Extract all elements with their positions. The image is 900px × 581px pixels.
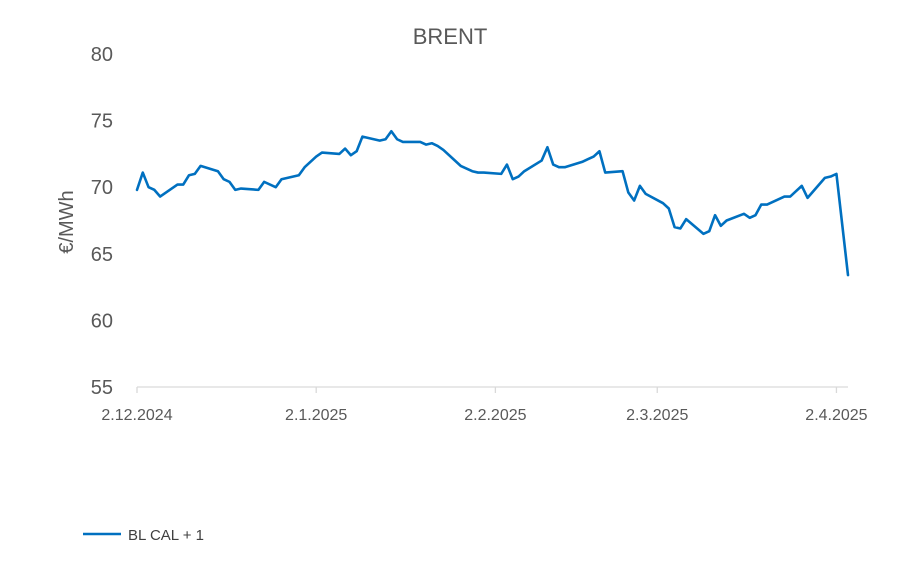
series-layer xyxy=(135,129,850,277)
x-tick-label: 2.2.2025 xyxy=(464,407,526,424)
chart-title: BRENT xyxy=(413,24,488,49)
x-axis: 2.12.2024 2.1.2025 2.2.2025 2.3.2025 2.4.202… xyxy=(101,386,868,424)
y-tick-label: 70 xyxy=(91,177,113,199)
series-line-0 xyxy=(135,129,850,277)
x-tick-label: 2.12.2024 xyxy=(101,407,172,424)
y-tick-label: 65 xyxy=(91,244,113,266)
x-tick-label: 2.3.2025 xyxy=(626,407,688,424)
y-axis-label: €/MWh xyxy=(56,190,78,253)
y-axis-ticks: 55 60 65 70 75 80 xyxy=(91,44,113,399)
y-tick-label: 80 xyxy=(91,44,113,66)
y-tick-label: 75 xyxy=(91,111,113,133)
legend: BL CAL + 1 xyxy=(83,527,204,544)
y-tick-label: 60 xyxy=(91,310,113,332)
legend-label: BL CAL + 1 xyxy=(128,527,204,544)
y-tick-label: 55 xyxy=(91,377,113,399)
x-tick-label: 2.1.2025 xyxy=(285,407,347,424)
x-tick-label: 2.4.2025 xyxy=(805,407,867,424)
